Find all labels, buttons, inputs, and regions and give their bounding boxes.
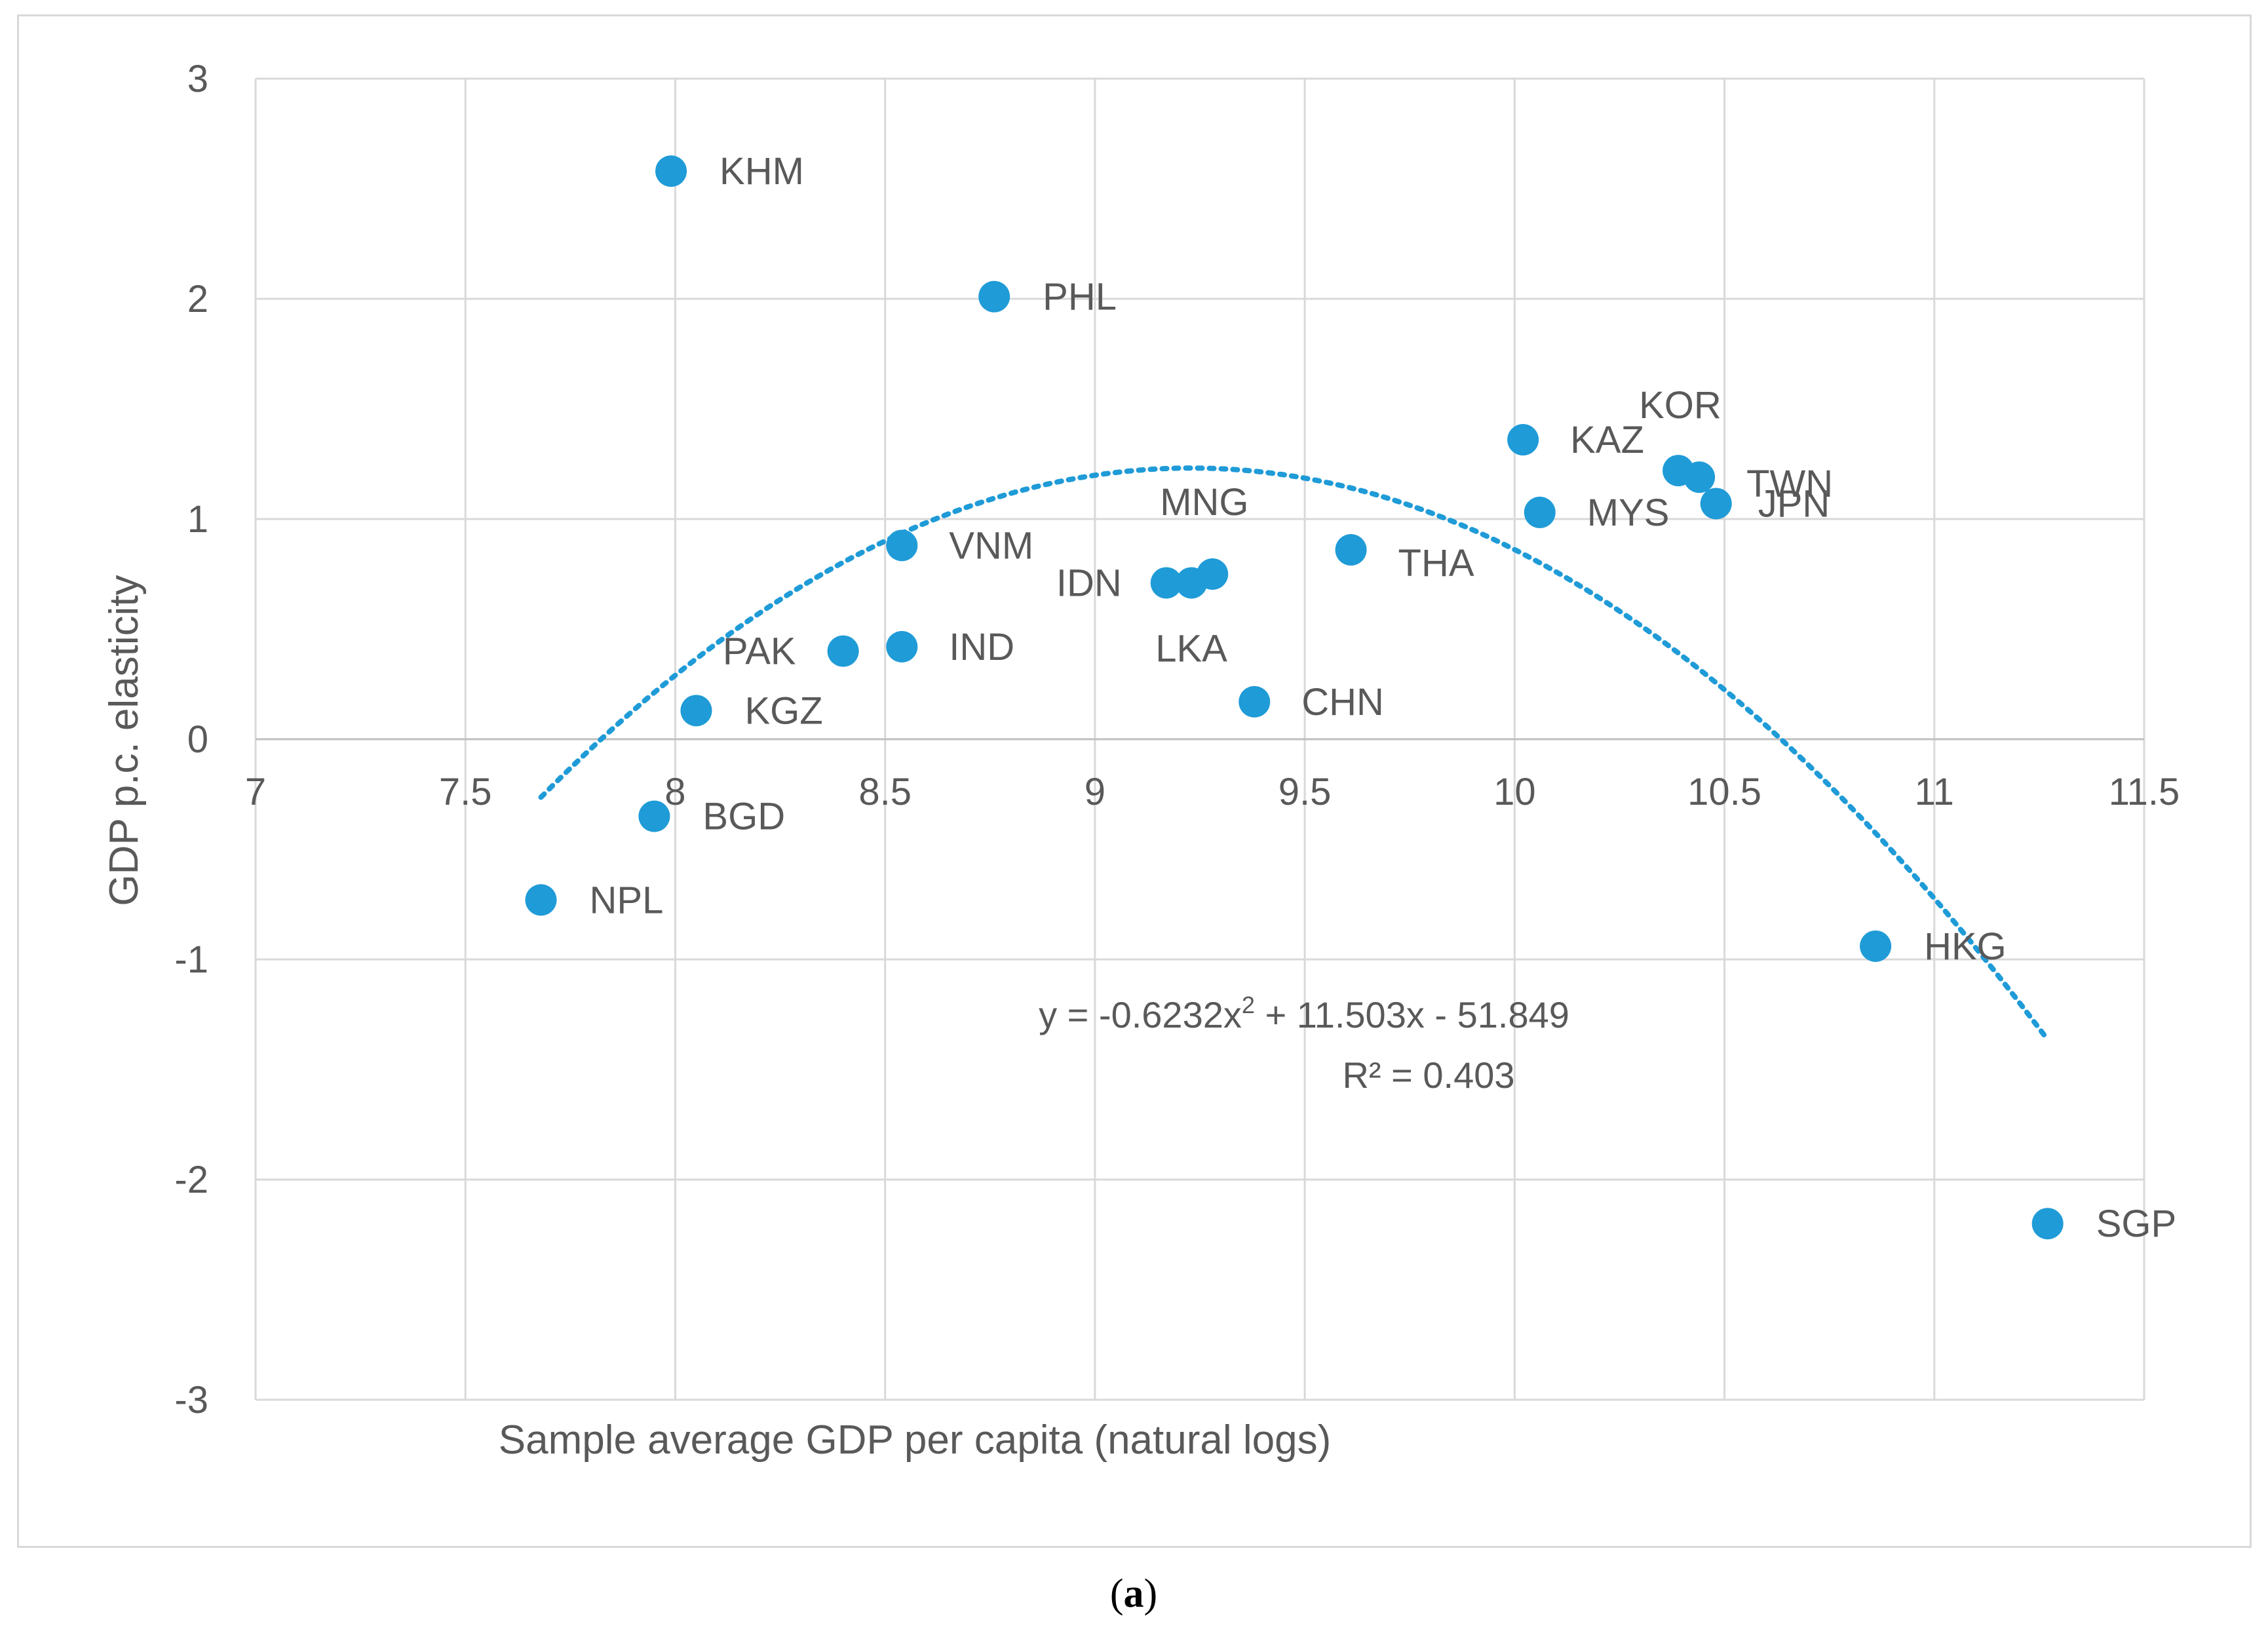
y-tick-label: 1 [187,498,208,541]
data-label: JPN [1758,482,1830,525]
axes: -3 -2 -1 0 1 2 3 7 7.5 8 8.5 9 9.5 10 10.5 11 11.5 [174,58,2180,1421]
data-point [2031,1208,2064,1240]
data-point [1700,488,1732,520]
data-point [1335,534,1367,566]
data-point [886,630,918,663]
data-point [525,884,557,916]
data-point [1150,567,1182,599]
data-point [1524,496,1556,528]
y-tick-label: -3 [174,1379,208,1421]
data-label: KHM [720,150,804,193]
trendline-r-squared: R² = 0.403 [1342,1054,1514,1096]
y-tick-label: 0 [187,718,208,761]
data-label: THA [1398,542,1474,585]
data-label: BGD [702,796,785,838]
data-label: CHN [1301,681,1384,723]
data-label: MYS [1587,491,1670,534]
data-point [1176,567,1208,599]
panel-caption: (a) [1110,1571,1157,1616]
data-label: IND [949,626,1014,668]
data-label: KOR [1639,384,1721,427]
data-label: TWN [1746,463,1833,505]
data-point [1239,685,1271,718]
data-label: HKG [1924,925,2007,968]
x-axis-title: Sample average GDP per capita (natural l… [499,1417,1332,1463]
data-point [1860,930,1892,962]
x-tick-label: 7.5 [439,771,492,813]
trendline-equation: y = -0.6232x2 + 11.503x - 51.849 [1039,992,1569,1035]
trendline-equation-exponent: 2 [1242,992,1255,1018]
data-label: SGP [2096,1203,2177,1245]
data-label: MNG [1160,481,1248,524]
data-label: NPL [590,879,664,921]
data-point [1683,461,1716,493]
y-tick-label: -1 [174,938,208,981]
data-point [655,155,687,187]
data-label: PAK [723,630,796,673]
panel-caption-open: ( [1110,1571,1124,1616]
data-label: KAZ [1570,419,1644,461]
panel-caption-letter: a [1124,1571,1144,1616]
data-points [525,155,2064,1240]
y-tick-label: 2 [187,278,208,320]
data-point [638,800,670,832]
data-point [1507,424,1539,456]
y-tick-label: 3 [187,58,208,100]
data-label: VNM [949,524,1033,567]
panel-caption-close: ) [1144,1571,1158,1616]
trendline-curve [538,465,2050,1043]
data-point [827,635,859,667]
x-tick-label: 11.5 [2109,771,2180,813]
trendline [538,465,2050,1043]
chart-frame [17,14,2252,1548]
data-label: LKA [1155,627,1227,670]
y-tick-label: -2 [174,1159,208,1201]
data-point [886,530,918,562]
y-axis-title: GDP p.c. elasticity [102,575,147,906]
x-tick-label: 9.5 [1278,771,1332,813]
data-label: PHL [1043,276,1117,318]
data-label: KGZ [744,689,822,732]
x-tick-label: 11 [1915,771,1954,813]
data-point [978,280,1010,313]
data-label: IDN [1056,562,1122,604]
x-tick-label: 10 [1493,771,1536,813]
x-tick-label: 9 [1085,771,1105,813]
data-point [680,695,712,727]
trendline-equation-rest: + 11.503x - 51.849 [1255,994,1569,1035]
x-tick-label: 8.5 [858,771,912,813]
x-tick-label: 10.5 [1687,771,1761,813]
trendline-equation-main: y = -0.6232x [1039,994,1242,1035]
x-tick-label: 7 [245,771,266,813]
x-tick-label: 8 [664,771,685,813]
